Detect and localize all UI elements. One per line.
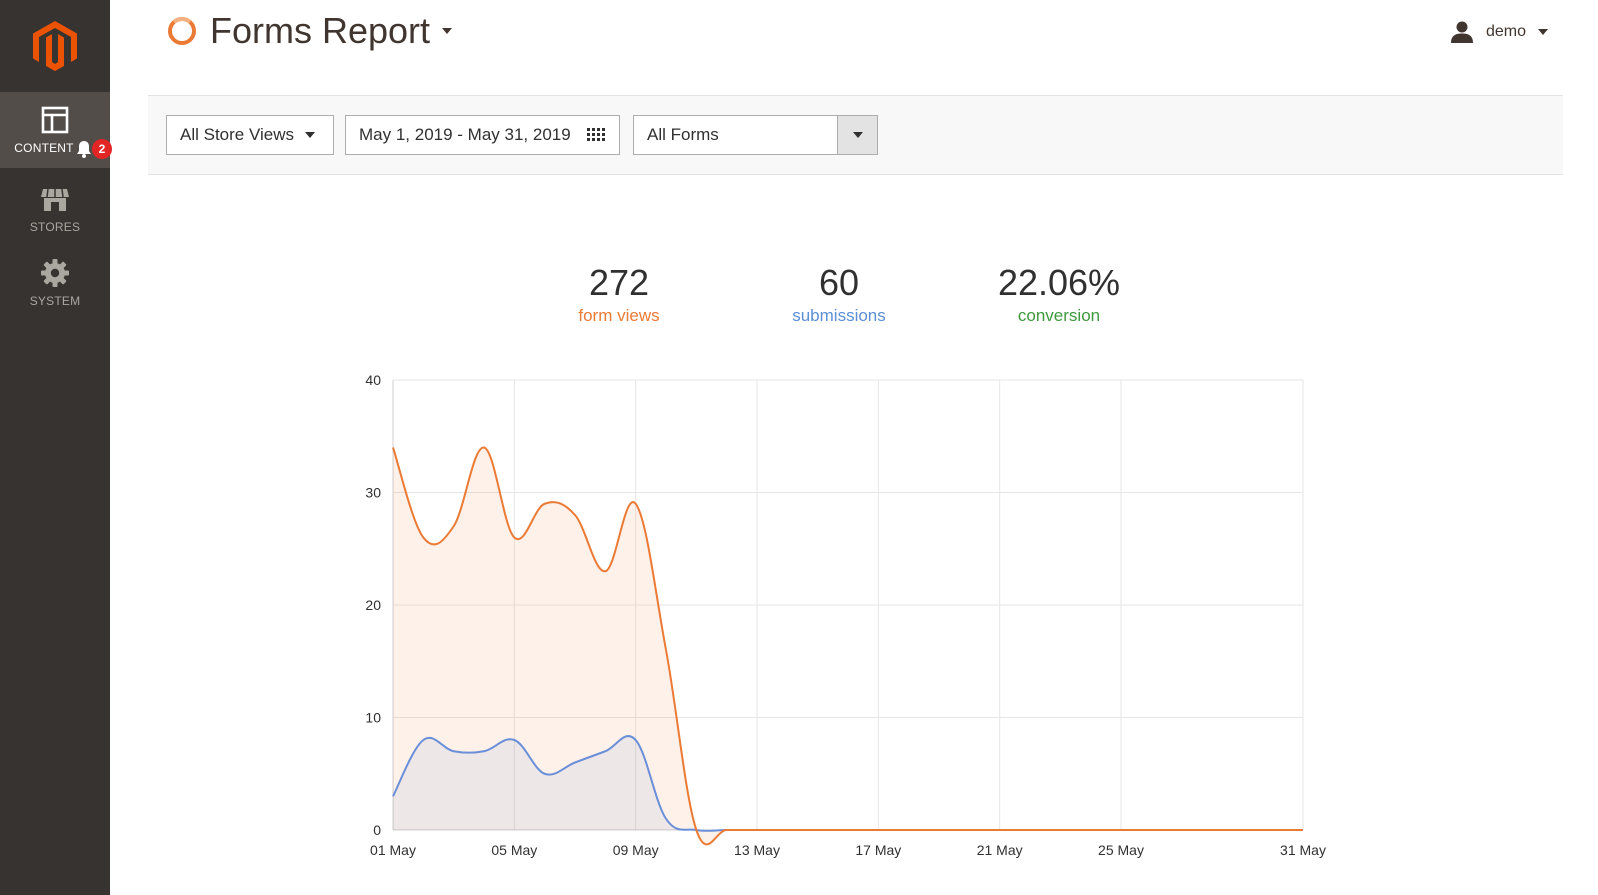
x-tick-label: 13 May xyxy=(734,842,780,858)
stat-label: submissions xyxy=(792,306,886,325)
chevron-down-icon xyxy=(305,132,315,138)
filter-bar: All Store Views May 1, 2019 - May 31, 20… xyxy=(148,95,1563,175)
sidebar-item-content[interactable]: CONTENT xyxy=(0,92,110,168)
series-line-form-views xyxy=(392,446,1303,846)
x-tick-label: 01 May xyxy=(370,842,416,858)
content-icon xyxy=(41,106,69,134)
magento-logo-icon xyxy=(33,21,77,71)
x-tick-label: 31 May xyxy=(1280,842,1326,858)
store-view-select[interactable]: All Store Views xyxy=(166,115,334,155)
y-tick-label: 0 xyxy=(373,822,381,838)
x-tick-label: 09 May xyxy=(613,842,659,858)
stat-value: 272 xyxy=(588,262,650,303)
forms-select-toggle[interactable] xyxy=(837,116,877,154)
sidebar-item-label: CONTENT xyxy=(14,141,74,155)
chevron-down-icon xyxy=(442,28,453,34)
forms-select[interactable]: All Forms xyxy=(633,115,878,155)
chevron-down-icon xyxy=(852,132,863,138)
bell-icon[interactable] xyxy=(76,140,92,158)
series-area-form-views xyxy=(393,447,1303,845)
notification-badge[interactable]: 2 xyxy=(92,139,112,159)
date-range-value: May 1, 2019 - May 31, 2019 xyxy=(359,125,571,144)
user-icon xyxy=(1450,21,1473,43)
ring-icon xyxy=(168,17,196,45)
forms-report-chart: 0 10 20 30 40 01 May 05 May 09 May 13 May 17 May 2… xyxy=(365,372,1326,858)
y-tick-label: 20 xyxy=(365,597,381,613)
user-menu[interactable]: demo xyxy=(1450,20,1548,44)
y-tick-label: 30 xyxy=(365,485,381,501)
store-icon xyxy=(41,188,69,211)
sidebar-item-stores[interactable]: STORES xyxy=(0,184,110,244)
x-tick-label: 25 May xyxy=(1098,842,1144,858)
magento-logo[interactable] xyxy=(0,0,110,92)
stat-value: 60 xyxy=(818,262,860,303)
x-tick-label: 05 May xyxy=(491,842,537,858)
y-tick-label: 40 xyxy=(365,372,381,388)
chevron-down-icon xyxy=(1538,29,1548,35)
series-area-submissions xyxy=(393,736,1303,831)
stat-label: form views xyxy=(578,306,660,325)
stat-form-views: 272 form views xyxy=(529,262,709,326)
report-switcher[interactable]: Forms Report xyxy=(166,10,453,52)
x-tick-label: 21 May xyxy=(977,842,1023,858)
user-name: demo xyxy=(1485,23,1526,40)
store-view-value: All Store Views xyxy=(180,125,295,144)
page-title: Forms Report xyxy=(210,10,431,51)
calendar-icon xyxy=(587,128,605,141)
sidebar-item-system[interactable]: SYSTEM xyxy=(0,258,110,318)
sidebar-item-label: STORES xyxy=(29,220,81,234)
x-tick-label: 17 May xyxy=(855,842,901,858)
stat-submissions: 60 submissions xyxy=(749,262,929,326)
sidebar-item-label: SYSTEM xyxy=(29,294,81,308)
y-tick-label: 10 xyxy=(365,710,381,726)
date-range-picker[interactable]: May 1, 2019 - May 31, 2019 xyxy=(345,115,620,155)
gear-icon xyxy=(41,259,69,287)
stat-conversion: 22.06% conversion xyxy=(969,262,1149,326)
forms-select-value: All Forms xyxy=(647,125,719,144)
stat-value: 22.06% xyxy=(997,262,1121,303)
stat-label: conversion xyxy=(1017,306,1101,325)
admin-sidebar: CONTENT 2 STORES SYSTEM xyxy=(0,0,112,895)
